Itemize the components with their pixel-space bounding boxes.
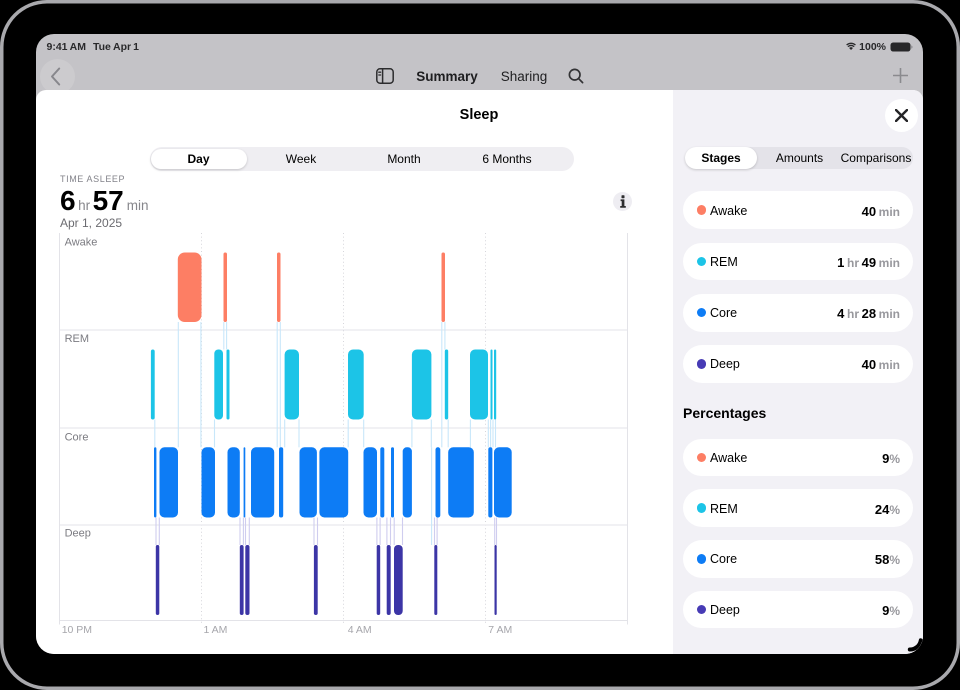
svg-text:7 AM: 7 AM xyxy=(488,624,512,636)
svg-text:4 AM: 4 AM xyxy=(348,624,372,636)
svg-text:REM: REM xyxy=(65,333,89,345)
svg-text:1 AM: 1 AM xyxy=(204,624,228,636)
svg-text:10 PM: 10 PM xyxy=(62,624,92,636)
svg-text:Core: Core xyxy=(65,432,89,444)
svg-text:Deep: Deep xyxy=(65,528,91,540)
svg-text:Awake: Awake xyxy=(65,237,98,249)
